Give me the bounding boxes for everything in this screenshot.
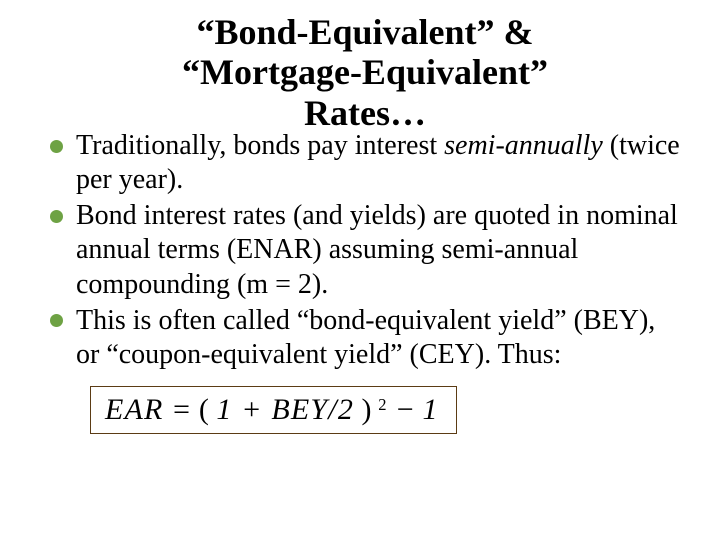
formula-open-paren: ( [199,393,209,427]
title-line-3: Rates… [304,93,426,133]
slide: “Bond-Equivalent” & “Mortgage-Equivalent… [0,0,720,540]
title-line-2: “Mortgage-Equivalent” [182,52,548,92]
title-line-1: “Bond-Equivalent” & [196,12,533,52]
formula-container: EAR = (1 + BEY/2 ) 2 − 1 [90,386,680,434]
formula-close-paren: ) [362,393,372,427]
formula-box: EAR = (1 + BEY/2 ) 2 − 1 [90,386,457,434]
formula-exponent: 2 [378,395,386,415]
bullet-text-italic: semi-annually [444,130,603,161]
list-item: Traditionally, bonds pay interest semi-a… [50,129,680,197]
bullet-text-pre: This is often called “bond-equivalent yi… [76,305,655,370]
formula-tail: − 1 [395,393,438,427]
list-item: This is often called “bond-equivalent yi… [50,304,680,372]
bullet-list: Traditionally, bonds pay interest semi-a… [50,129,680,374]
list-item: Bond interest rates (and yields) are quo… [50,199,680,301]
formula-lhs: EAR [105,393,164,427]
slide-title: “Bond-Equivalent” & “Mortgage-Equivalent… [182,12,548,133]
formula-eq: = [171,393,191,427]
bullet-text-pre: Traditionally, bonds pay interest [76,130,444,161]
formula-inner: 1 + BEY/2 [216,393,354,427]
equation: EAR = (1 + BEY/2 ) 2 − 1 [105,393,438,427]
bullet-text-pre: Bond interest rates (and yields) are quo… [76,200,678,299]
